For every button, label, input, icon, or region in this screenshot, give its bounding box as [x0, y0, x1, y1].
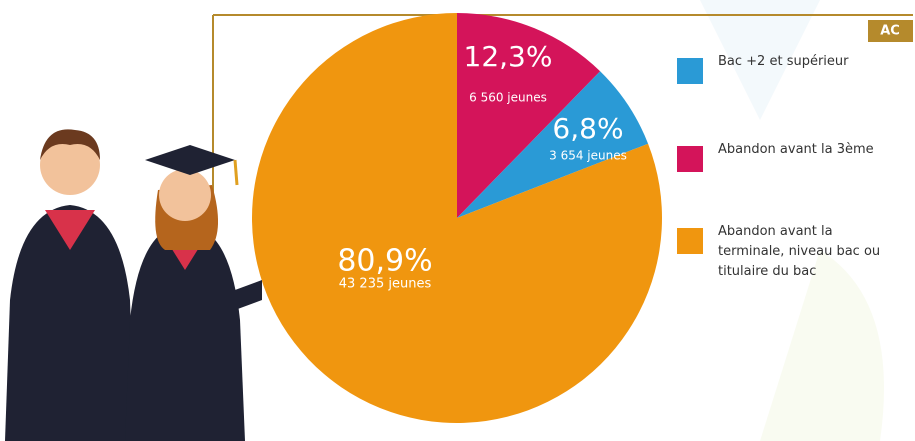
pie-slice — [457, 71, 649, 218]
pie-slice — [252, 13, 662, 423]
value-label: 6,8% — [552, 112, 623, 145]
graduates-illustration — [5, 129, 262, 441]
legend-label: Bac +2 et supérieur — [718, 54, 849, 69]
count-label: 43 235 jeunes — [339, 277, 432, 292]
pie-slice — [457, 13, 601, 218]
legend-swatch — [677, 146, 703, 172]
background-decoration — [700, 0, 884, 441]
legend-swatch — [677, 58, 703, 84]
badge-text: AC — [880, 24, 900, 39]
badge — [868, 20, 913, 42]
count-label: 6 560 jeunes — [469, 91, 547, 105]
value-label: 12,3% — [464, 40, 553, 73]
legend-label: Abandon avant la 3ème — [718, 142, 874, 157]
legend-label: Abandon avant la terminale, niveau bac o… — [718, 224, 881, 279]
value-label: 80,9% — [337, 244, 432, 279]
legend-swatch — [677, 228, 703, 254]
count-label: 3 654 jeunes — [549, 149, 627, 163]
pie: 12,3% 6 560 jeunes 6,8% 3 654 jeunes 80,9%43… — [252, 13, 662, 423]
